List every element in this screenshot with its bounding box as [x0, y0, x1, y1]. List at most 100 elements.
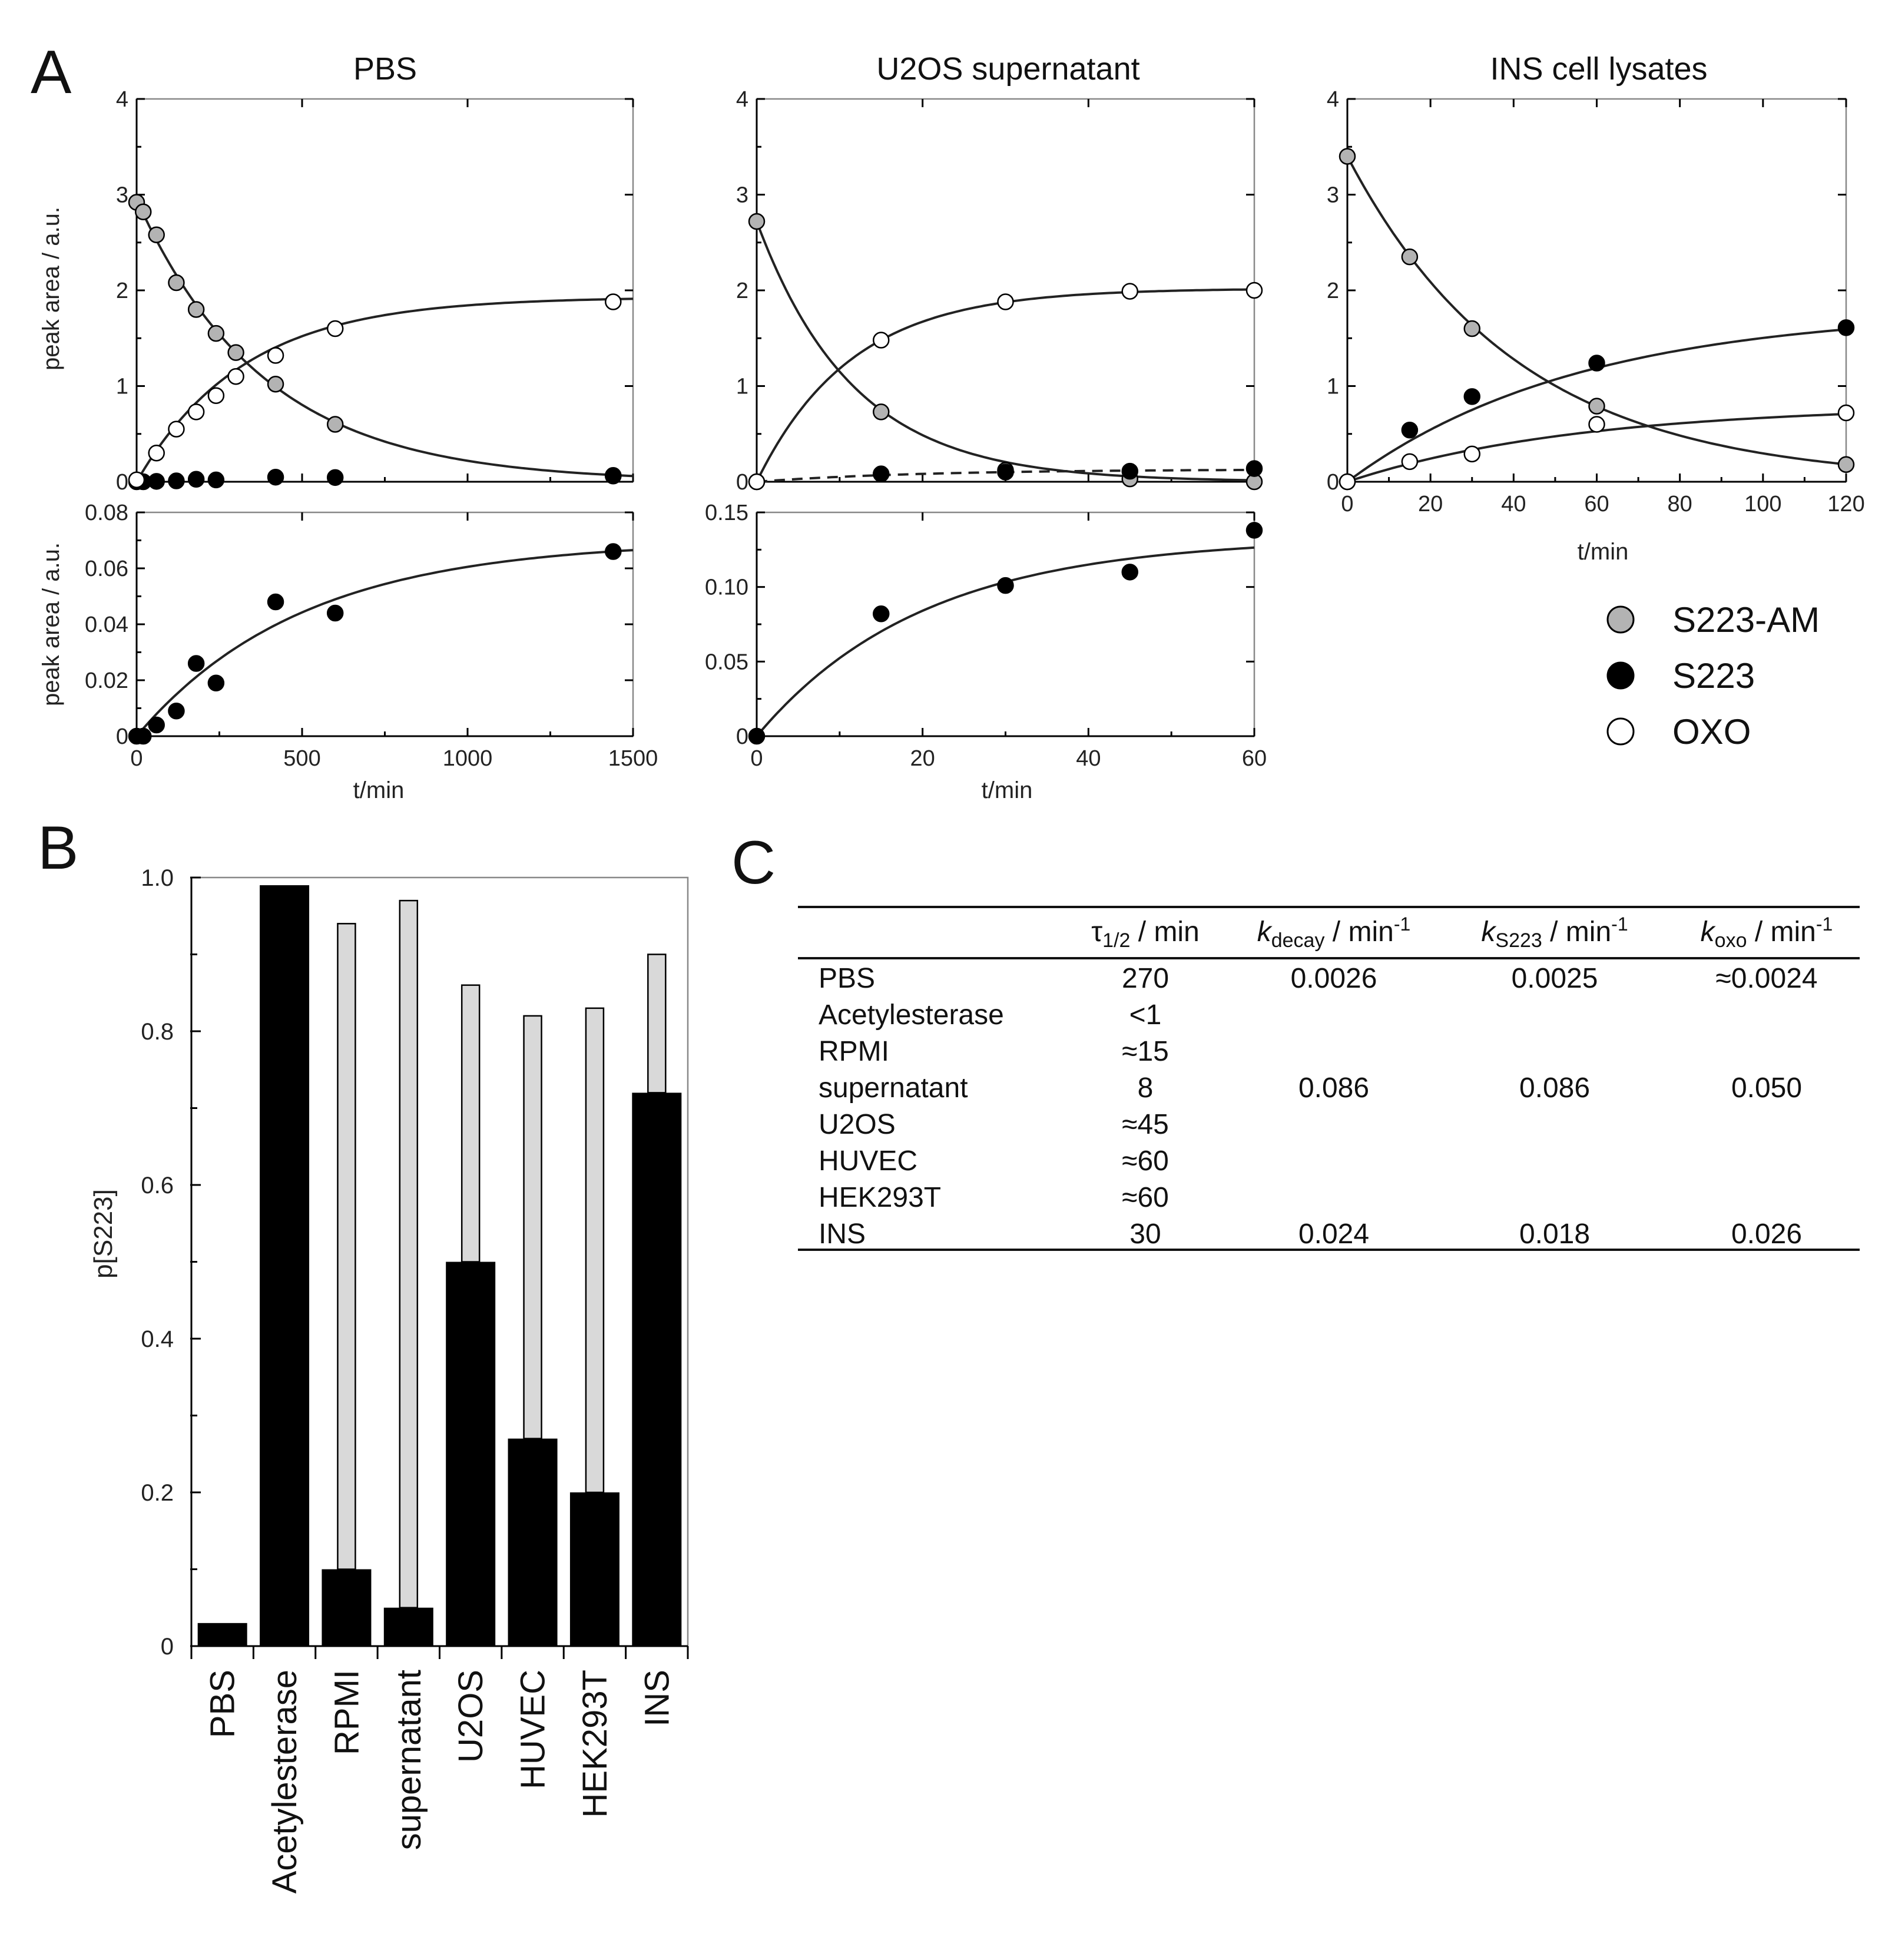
- y-tick-label: 0: [116, 470, 128, 495]
- x-tick-label: 0: [1341, 492, 1353, 517]
- panel-letter-b: B: [38, 814, 78, 882]
- bar-total-hek293t: [585, 1007, 605, 1494]
- point-s223-am: [134, 203, 152, 220]
- table-cell: 8: [1138, 1072, 1154, 1104]
- x-tick-label: 1500: [608, 746, 658, 771]
- point-oxo: [128, 471, 145, 488]
- point-s223: [997, 577, 1014, 594]
- x-tick-label: 80: [1668, 492, 1692, 517]
- table-cell: ≈15: [1122, 1036, 1169, 1067]
- bar-s223-huvec: [508, 1438, 558, 1646]
- fit-s223: [135, 549, 634, 737]
- fit-oxo: [135, 297, 634, 483]
- point-s223-am: [1463, 320, 1480, 337]
- x-tick-label: 120: [1827, 492, 1864, 517]
- legend: S223-AM S223 OXO: [1606, 600, 1820, 751]
- table-row-label: RPMI: [819, 1036, 889, 1067]
- x-tick-label: 20: [910, 746, 935, 771]
- point-s223-am: [207, 325, 225, 342]
- y-tick-label: 2: [1327, 279, 1339, 303]
- table-cell: 0.086: [1519, 1072, 1590, 1104]
- y-tick-label: 1.0: [141, 865, 174, 891]
- xlabel-u2os: t/min: [982, 777, 1033, 803]
- category-label-rpmi: RPMI: [327, 1670, 366, 1755]
- point-oxo: [1588, 416, 1605, 433]
- x-tick-label: 40: [1501, 492, 1526, 517]
- y-tick-label: 1: [116, 375, 128, 399]
- plot-u2os-top: 0 1 2 3 4: [736, 87, 1263, 495]
- y-tick-label: 0.06: [85, 557, 128, 581]
- table-row-label: INS: [819, 1219, 866, 1250]
- table-cell: 0.018: [1519, 1219, 1590, 1250]
- point-s223-am: [187, 301, 205, 318]
- point-s223-am: [1837, 456, 1855, 473]
- y-tick-label: 2: [736, 279, 748, 303]
- table-cell: ≈0.0024: [1715, 963, 1817, 994]
- point-s223-am: [1339, 148, 1356, 165]
- y-tick-label: 4: [1327, 87, 1339, 112]
- category-label-u2os: U2OS: [452, 1670, 490, 1763]
- y-tick-label: 4: [736, 87, 748, 112]
- legend-label-oxo: OXO: [1672, 712, 1751, 751]
- legend-label-s223-am: S223-AM: [1672, 600, 1820, 640]
- point-s223: [326, 604, 344, 622]
- y-tick-label: 0.08: [85, 501, 128, 525]
- table-row-label: supernatant: [819, 1072, 968, 1104]
- point-oxo: [1837, 404, 1855, 422]
- category-label-acetylesterase: Acetylesterase: [266, 1670, 304, 1893]
- point-s223: [873, 605, 890, 623]
- table-header-2: kdecay / min-1: [1257, 913, 1411, 952]
- y-tick-label: 0.05: [705, 650, 748, 674]
- point-s223: [267, 468, 284, 486]
- plot-u2os-bottom: 0 0.05 0.10 0.15 0 20 40 60: [705, 501, 1267, 771]
- table-row-label: U2OS: [819, 1109, 896, 1140]
- ylabel-pbs-top: peak area / a.u.: [38, 207, 64, 370]
- y-tick-label: 0.2: [141, 1480, 174, 1506]
- point-s223-am: [326, 416, 344, 433]
- bar-total-huvec: [523, 1015, 542, 1439]
- point-s223: [267, 593, 284, 611]
- y-tick-label: 0: [1327, 470, 1339, 495]
- point-s223: [1837, 319, 1855, 336]
- x-tick-label: 60: [1242, 746, 1267, 771]
- x-tick-label: 500: [283, 746, 320, 771]
- y-tick-label: 0.02: [85, 668, 128, 693]
- table-row-label: PBS: [819, 963, 875, 994]
- table-cell: 0.086: [1298, 1072, 1369, 1104]
- plot-frame: [135, 511, 634, 737]
- y-tick-label: 0: [161, 1634, 174, 1660]
- point-s223: [187, 471, 205, 488]
- point-s223: [1245, 460, 1263, 477]
- point-s223: [168, 472, 185, 489]
- table-cell: 0.0025: [1512, 963, 1598, 994]
- x-tick-label: 100: [1744, 492, 1781, 517]
- title-pbs: PBS: [353, 51, 417, 87]
- point-oxo: [267, 347, 284, 364]
- table-cell: 270: [1122, 963, 1169, 994]
- bar-total-ins: [647, 953, 667, 1094]
- x-tick-label: 40: [1076, 746, 1101, 771]
- panel-letter-a: A: [31, 38, 72, 107]
- point-s223-am: [748, 213, 766, 230]
- point-s223-am: [148, 226, 165, 243]
- plot-frame: [135, 98, 634, 483]
- table-row-label: Acetylesterase: [819, 999, 1004, 1031]
- table-cell: <1: [1129, 999, 1162, 1031]
- point-oxo: [227, 368, 244, 385]
- point-s223: [168, 703, 185, 720]
- bar-s223-supernatant: [383, 1607, 433, 1646]
- y-tick-label: 0.6: [141, 1173, 174, 1198]
- x-tick-label: 0: [750, 746, 763, 771]
- y-tick-label: 3: [116, 183, 128, 208]
- y-tick-label: 3: [1327, 183, 1339, 208]
- point-oxo: [187, 403, 205, 421]
- y-tick-label: 0: [736, 724, 748, 749]
- point-oxo: [873, 332, 890, 349]
- point-s223: [187, 655, 205, 672]
- point-oxo: [1121, 283, 1138, 300]
- table-row-label: HEK293T: [819, 1182, 941, 1213]
- point-oxo: [1245, 282, 1263, 299]
- category-label-hek293t: HEK293T: [576, 1670, 614, 1817]
